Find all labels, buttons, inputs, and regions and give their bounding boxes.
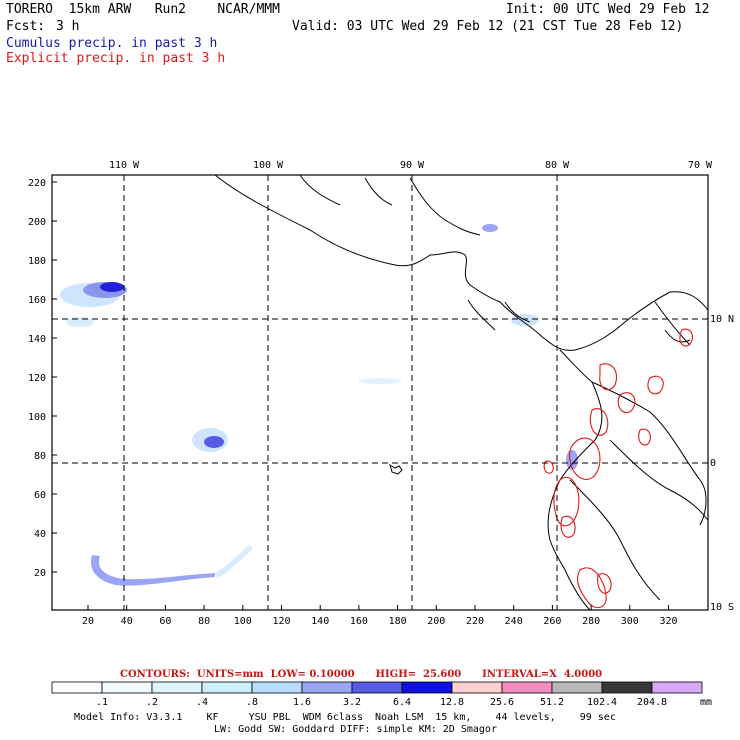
colorbar-swatch [251, 681, 303, 694]
colorbar-label: .8 [246, 697, 258, 708]
colorbar-swatch [51, 681, 103, 694]
colorbar-swatch [551, 681, 603, 694]
y-tick-label: 200 [28, 217, 46, 228]
x-tick-label: 320 [659, 616, 677, 627]
y-tick-label: 180 [28, 256, 46, 267]
colorbar-swatch [351, 681, 403, 694]
map-frame [51, 174, 709, 611]
colorbar-label: 25.6 [490, 697, 514, 708]
init-time: Init: 00 UTC Wed 29 Feb 12 [506, 2, 710, 17]
x-tick-label: 160 [350, 616, 368, 627]
colorbar-label: .4 [196, 697, 208, 708]
colorbar-label: 51.2 [540, 697, 564, 708]
y-tick-label: 40 [34, 529, 46, 540]
lon-label-110w: 110 W [109, 160, 140, 171]
coastlines [214, 174, 709, 611]
x-tick-label: 60 [159, 616, 171, 627]
model-info: Model Info: V3.3.1 KF YSU PBL WDM 6class… [74, 712, 616, 723]
y-tick-label: 140 [28, 334, 46, 345]
lon-label-100w: 100 W [253, 160, 284, 171]
y-tick-label: 80 [34, 451, 46, 462]
x-tick-label: 240 [505, 616, 523, 627]
colorbar-label: 102.4 [587, 697, 617, 708]
x-tick-label: 180 [389, 616, 407, 627]
x-tick-label: 280 [582, 616, 600, 627]
colorbar-unit: mm [700, 697, 712, 708]
fcst-label: Fcst: [6, 19, 46, 34]
colorbar-swatch [201, 681, 253, 694]
contour-info: CONTOURS: UNITS=mm LOW= 0.10000 HIGH= 25… [120, 669, 602, 680]
explicit-legend: Explicit precip. in past 3 h [6, 51, 226, 66]
x-tick-label: 220 [466, 616, 484, 627]
physics-info: LW: Godd SW: Goddard DIFF: simple KM: 2D… [214, 724, 497, 735]
lat-lon-grid [52, 175, 708, 610]
colorbar-label: 204.8 [637, 697, 667, 708]
y-tick-label: 220 [28, 178, 46, 189]
colorbar-swatch [301, 681, 353, 694]
colorbar-swatch [501, 681, 553, 694]
colorbar-label: 6.4 [393, 697, 411, 708]
lon-label-70w: 70 W [688, 160, 713, 171]
x-grid-labels: 20 40 60 80 100 120 140 160 180 200 220 240 260 280 30… [82, 616, 678, 627]
colorbar-swatch [151, 681, 203, 694]
lon-label-80w: 80 W [545, 160, 570, 171]
y-tick-label: 100 [28, 412, 46, 423]
colorbar-swatch [601, 681, 653, 694]
lat-label-0: 0 [710, 458, 716, 469]
x-tick-label: 100 [234, 616, 252, 627]
lat-label-10n: 10 N [710, 314, 734, 325]
x-tick-label: 120 [272, 616, 290, 627]
colorbar-swatch [451, 681, 503, 694]
colorbar-label: 1.6 [293, 697, 311, 708]
x-tick-label: 40 [121, 616, 133, 627]
y-grid-labels: 220 200 180 160 140 120 100 80 60 40 20 [28, 178, 46, 579]
colorbar-label: .1 [96, 697, 108, 708]
y-tick-label: 160 [28, 295, 46, 306]
y-tick-label: 60 [34, 490, 46, 501]
x-tick-label: 80 [198, 616, 210, 627]
colorbar-swatch [651, 681, 703, 694]
model-title: TORERO 15km ARW Run2 NCAR/MMM [6, 2, 280, 17]
x-tick-label: 200 [427, 616, 445, 627]
colorbar-label: 12.8 [440, 697, 464, 708]
cumulus-precip-areas [60, 224, 578, 586]
x-tick-label: 260 [543, 616, 561, 627]
lon-label-90w: 90 W [400, 160, 425, 171]
y-tick-label: 120 [28, 373, 46, 384]
colorbar-label: .2 [146, 697, 158, 708]
valid-time: Valid: 03 UTC Wed 29 Feb 12 (21 CST Tue … [292, 19, 684, 34]
cumulus-legend: Cumulus precip. in past 3 h [6, 36, 218, 51]
y-tick-label: 20 [34, 568, 46, 579]
axis-ticks [52, 181, 669, 610]
fcst-value: 3 h [56, 19, 80, 34]
colorbar-swatch [101, 681, 153, 694]
explicit-precip-contours [543, 328, 693, 609]
lat-label-10s: 10 S [710, 602, 734, 613]
x-tick-label: 140 [311, 616, 329, 627]
colorbar-label: 3.2 [343, 697, 361, 708]
x-tick-label: 20 [82, 616, 94, 627]
colorbar: .1 .2 .4 .8 1.6 3.2 6.4 12.8 25.6 51.2 102.4 204.8 [51, 681, 703, 708]
colorbar-swatch [401, 681, 453, 694]
x-tick-label: 300 [621, 616, 639, 627]
